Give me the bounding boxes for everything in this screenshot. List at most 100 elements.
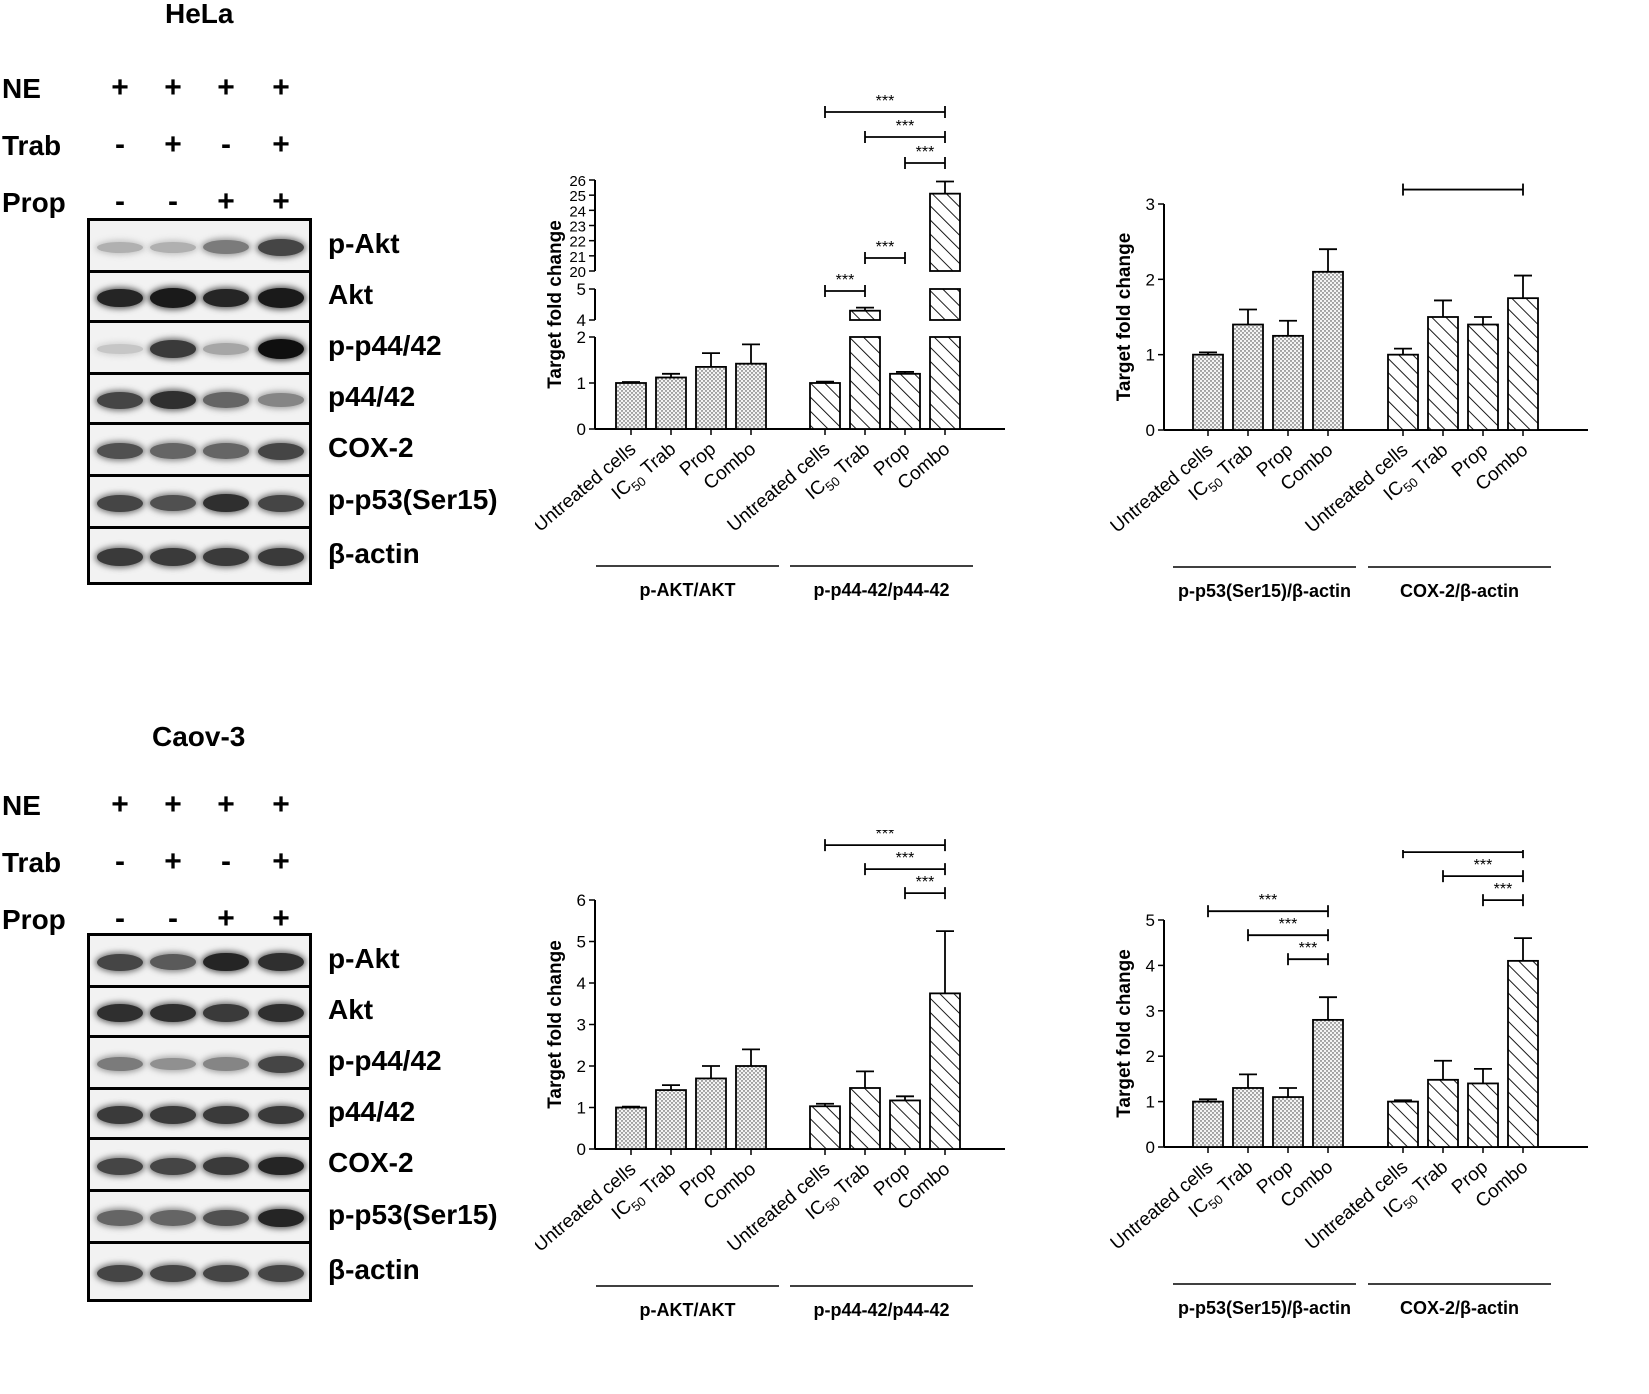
blot-band: [97, 548, 143, 566]
bar: [1387, 1100, 1419, 1148]
band-label: p-p53(Ser15): [328, 1199, 498, 1230]
blot-band: [203, 288, 249, 308]
blot-band: [203, 1157, 249, 1175]
significance-label: ***: [876, 239, 895, 256]
band-label: p44/42: [328, 381, 416, 412]
blot-band: [203, 240, 249, 254]
y-axis-label: Target fold change: [545, 220, 566, 389]
band-label: p-p44/42: [328, 330, 442, 361]
y-tick-label: 2: [577, 328, 586, 347]
blot-band: [258, 288, 304, 308]
blot-band: [203, 1004, 249, 1022]
y-tick-label: 1: [577, 1099, 586, 1118]
bar: [1427, 316, 1459, 431]
blot-band: [203, 493, 249, 513]
blot-band: [203, 443, 249, 459]
group-label: p-p44-42/p44-42: [813, 1300, 949, 1320]
y-tick-label: 5: [1146, 911, 1155, 930]
y-axis-label: Target fold change: [1114, 233, 1135, 402]
blot-band: [203, 343, 249, 355]
treatment-sign: +: [217, 788, 235, 821]
band-label: p-Akt: [328, 228, 400, 259]
y-tick-label: 23: [569, 219, 586, 236]
bar: [655, 376, 687, 430]
blot-band: [97, 1210, 143, 1226]
y-tick-label: 25: [569, 188, 586, 205]
bar: [615, 1106, 647, 1150]
blot-band: [97, 953, 143, 971]
blot-band: [150, 390, 196, 410]
treatment-sign: +: [111, 788, 129, 821]
significance-label: ***: [876, 93, 895, 110]
blot-band: [203, 1209, 249, 1227]
significance-label: ***: [1299, 940, 1318, 957]
blot-band: [258, 238, 304, 256]
bar: [929, 288, 961, 321]
significance-label: ***: [916, 874, 935, 891]
blot-band: [258, 1156, 304, 1176]
treatment-sign: -: [168, 902, 178, 935]
treatment-sign: +: [272, 128, 290, 161]
group-label: COX-2/β-actin: [1400, 581, 1519, 601]
y-tick-label: 22: [569, 234, 586, 251]
bar: [615, 382, 647, 430]
treatment-sign: +: [217, 71, 235, 104]
band-label: COX-2: [328, 1147, 414, 1178]
y-tick-label: 20: [569, 264, 586, 281]
panel-title-hela: HeLa: [165, 0, 234, 29]
treatment-sign: +: [164, 788, 182, 821]
blot-band: [97, 391, 143, 409]
bar: [849, 309, 881, 321]
blot-band: [97, 1157, 143, 1175]
treatment-label-trab: Trab: [2, 847, 62, 878]
bar: [1467, 1082, 1499, 1148]
y-tick-label: 3: [1146, 195, 1155, 214]
bar: [1272, 334, 1304, 431]
treatment-sign: +: [217, 902, 235, 935]
blot-strip: [87, 474, 312, 529]
treatment-sign: +: [272, 71, 290, 104]
y-tick-label: 1: [1146, 346, 1155, 365]
significance-label: *: [1460, 180, 1466, 188]
y-tick-label: 2: [1146, 1047, 1155, 1066]
bar: [889, 372, 921, 430]
y-tick-label: 5: [577, 933, 586, 952]
blot-band: [203, 1106, 249, 1124]
bar: [1232, 1087, 1264, 1148]
blot-band: [97, 442, 143, 460]
blot-strip: [87, 218, 312, 273]
blot-band: [258, 494, 304, 512]
bar: [735, 1065, 767, 1150]
bar: [1427, 1078, 1459, 1148]
treatment-sign: -: [168, 185, 178, 218]
group-label: p-AKT/AKT: [640, 580, 736, 600]
y-tick-label: 0: [1146, 421, 1155, 440]
y-tick-label: 2: [577, 1057, 586, 1076]
group-label: p-AKT/AKT: [640, 1300, 736, 1320]
bar: [889, 1099, 921, 1150]
blot-band: [150, 1210, 196, 1226]
y-tick-label: 21: [569, 249, 586, 266]
treatment-label-ne: NE: [2, 790, 41, 821]
y-tick-label: 0: [577, 1140, 586, 1159]
bar: [1192, 353, 1224, 431]
blot-band: [258, 442, 304, 460]
y-tick-label: 0: [1146, 1138, 1155, 1157]
blot-band: [258, 548, 304, 566]
y-tick-label: 3: [1146, 1002, 1155, 1021]
treatment-sign: +: [272, 185, 290, 218]
y-tick-label: 4: [577, 974, 586, 993]
blot-band: [97, 288, 143, 308]
treatment-sign: +: [164, 845, 182, 878]
treatment-sign: -: [221, 128, 231, 161]
blot-band: [203, 548, 249, 566]
y-tick-label: 4: [1146, 956, 1155, 975]
bar: [809, 382, 841, 430]
blot-band: [150, 1057, 196, 1071]
group-label: p-p53(Ser15)/β-actin: [1178, 1298, 1351, 1318]
blot-band: [97, 1003, 143, 1023]
blot-band: [150, 548, 196, 566]
